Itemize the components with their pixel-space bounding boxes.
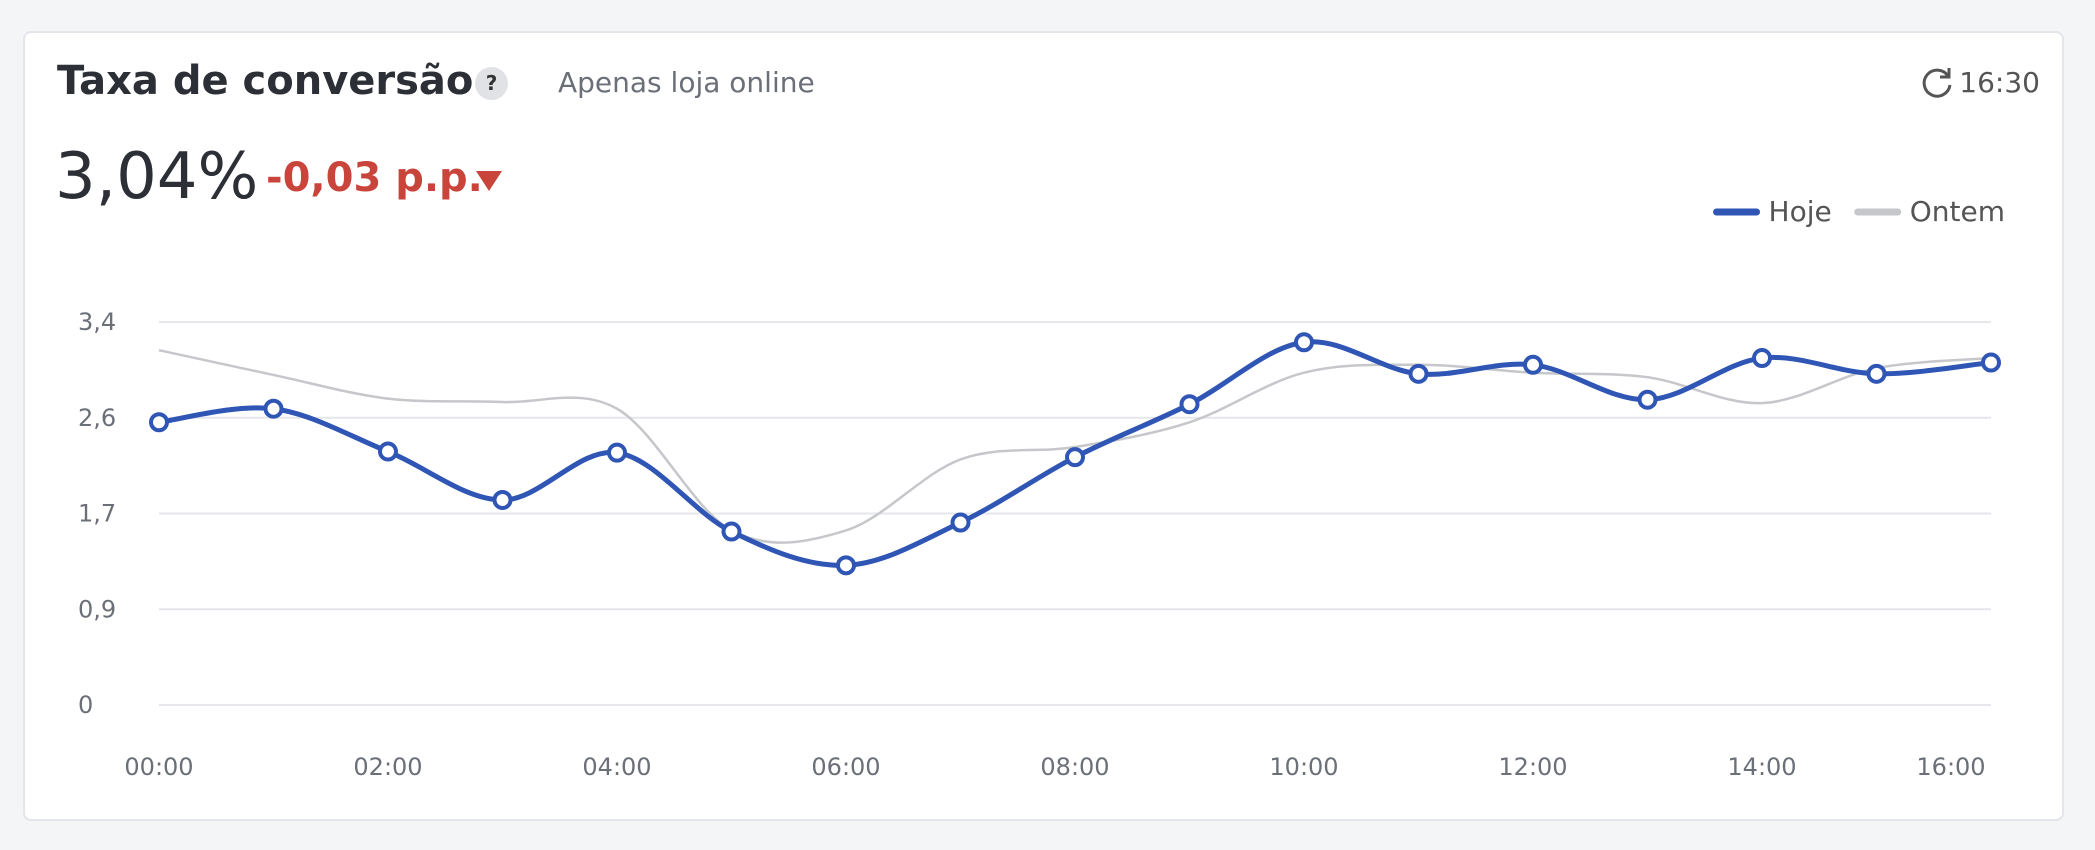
x-tick-label: 00:00 [124,753,193,781]
updated-time: 16:30 [1959,66,2040,99]
x-tick-label: 02:00 [353,753,422,781]
refresh-icon[interactable] [1919,64,1955,100]
down-arrow [476,171,502,191]
point [1637,389,1658,410]
subtitle: Apenas loja online [558,66,815,99]
point [263,398,284,419]
y-tick-label: 3,4 [78,308,116,336]
x-tick-label: 14:00 [1727,753,1796,781]
legend-label: Ontem [1910,195,2005,228]
x-tick-label: 06:00 [811,753,880,781]
help-icon[interactable]: ? [475,67,508,100]
point [1866,363,1887,384]
x-tick-label: 12:00 [1498,753,1567,781]
point [1408,363,1429,384]
y-tick-label: 2,6 [78,404,116,432]
line-ontem [158,348,1992,544]
y-tick-label: 0,9 [78,595,116,623]
point [1752,348,1772,369]
x-tick-label: 08:00 [1040,753,1109,781]
kpi-value: 3,04% [55,140,259,214]
legend-label: Hoje [1769,195,1832,228]
y-tick-label: 0 [78,691,93,719]
point [149,412,169,433]
point [1065,447,1085,468]
x-tick-label: 10:00 [1269,753,1338,781]
point [950,512,971,533]
title: Taxa de conversão [57,58,474,104]
x-tick-label: 16:00 [1916,753,1985,781]
point [492,489,513,510]
point [378,441,398,462]
card [23,31,2064,821]
point [836,555,856,576]
point [1981,352,2001,373]
point [607,442,627,463]
point [1523,354,1543,375]
x-tick-label: 04:00 [582,753,651,781]
y-tick-label: 1,7 [78,500,116,528]
point [1294,332,1314,353]
point [721,521,742,542]
point [1179,394,1200,415]
kpi-delta: -0,03 p.p. [266,155,483,201]
